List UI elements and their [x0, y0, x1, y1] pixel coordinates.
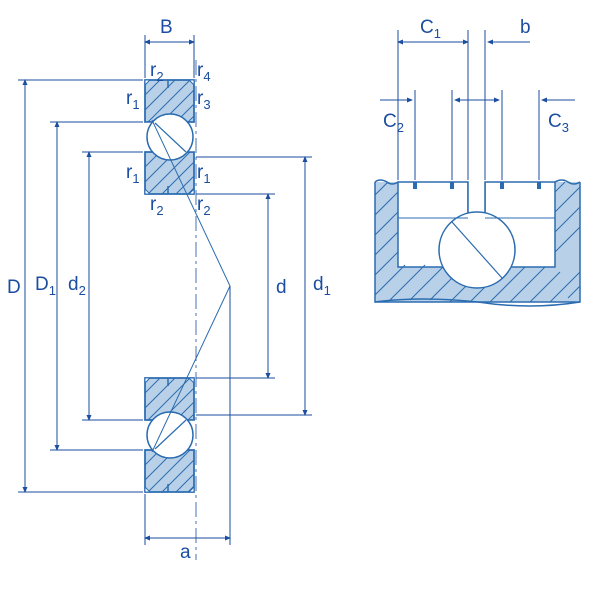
label-C2: C2	[383, 111, 404, 135]
label-D1: D1	[35, 274, 56, 298]
label-B: B	[160, 17, 173, 38]
label-r2-inner-right: r2	[197, 194, 211, 218]
label-r1-inner-right: r1	[197, 162, 211, 186]
label-D: D	[7, 277, 21, 298]
label-d: d	[276, 277, 287, 298]
label-C3: C3	[548, 111, 569, 135]
detail-view: C1 b C2 C3	[375, 17, 580, 306]
label-r2-inner: r2	[150, 194, 164, 218]
label-r3: r3	[197, 88, 211, 112]
label-r1-top: r1	[126, 88, 140, 112]
label-b: b	[520, 17, 531, 38]
label-r4: r4	[197, 60, 211, 84]
cross-section-view: B a D D1 d2 d d1 r2 r4 r1 r3	[7, 17, 331, 563]
bearing-diagram-container: { "diagram": { "type": "engineering-draw…	[0, 0, 600, 600]
label-a: a	[180, 542, 191, 563]
label-C1: C1	[420, 17, 441, 41]
bearing-engineering-drawing: B a D D1 d2 d d1 r2 r4 r1 r3	[0, 0, 600, 600]
label-r2-top-left: r2	[150, 60, 164, 84]
label-d1: d1	[313, 274, 331, 298]
label-d2: d2	[68, 274, 86, 298]
label-r1-inner: r1	[126, 162, 140, 186]
